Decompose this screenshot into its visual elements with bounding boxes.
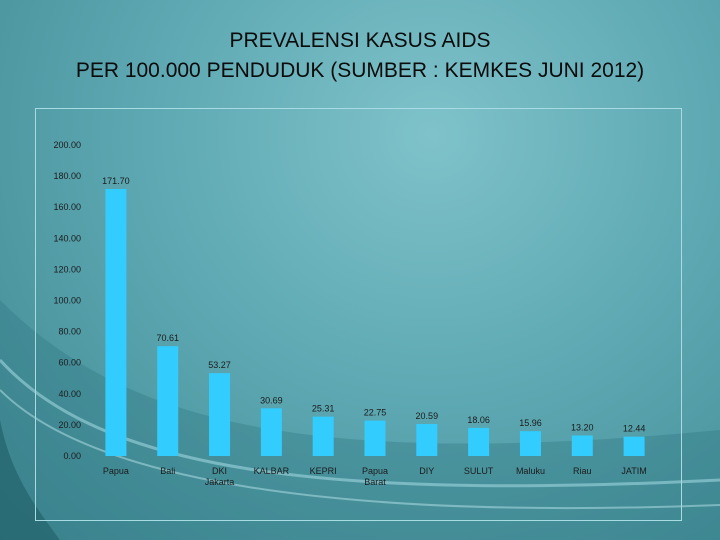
bar [209,373,231,456]
y-tick-label: 100.00 [53,296,81,306]
x-category-label: JATIM [621,466,646,476]
x-category-label: Riau [573,466,592,476]
bar [623,436,645,456]
bar [519,431,541,456]
x-category-label: KALBAR [254,466,290,476]
y-tick-label: 20.00 [58,420,81,430]
bar [260,408,282,456]
y-tick-label: 0.00 [63,451,81,461]
bar [312,416,334,456]
bar [416,423,438,456]
bar-value-label: 22.75 [364,408,387,418]
bar-value-label: 12.44 [623,424,646,434]
x-category-label: Jakarta [205,477,235,487]
y-tick-label: 60.00 [58,358,81,368]
x-category-label: Papua [362,466,388,476]
x-category-label: SULUT [464,466,494,476]
bar-value-label: 70.61 [156,333,179,343]
x-category-label: Papua [103,466,129,476]
x-category-label: DIY [419,466,434,476]
bar [468,427,490,456]
bar-value-label: 53.27 [208,360,231,370]
bar-value-label: 30.69 [260,395,283,405]
x-category-label: Maluku [516,466,545,476]
bar [364,420,386,456]
bar [571,435,593,456]
bar-value-label: 25.31 [312,404,335,414]
title-line-2: PER 100.000 PENDUDUK (SUMBER : KEMKES JU… [75,59,645,82]
x-category-label: Bali [160,466,175,476]
y-tick-label: 40.00 [58,389,81,399]
chart-title: PREVALENSI KASUS AIDS PER 100.000 PENDUD… [0,26,720,86]
bar-value-label: 171.70 [102,176,130,186]
bar [105,189,127,456]
bar-value-label: 20.59 [416,411,439,421]
y-tick-label: 80.00 [58,327,81,337]
y-tick-label: 140.00 [53,233,81,243]
chart-frame [35,108,682,521]
bar-value-label: 15.96 [519,418,542,428]
title-line-1: PREVALENSI KASUS AIDS [229,29,491,52]
bar-value-label: 13.20 [571,422,594,432]
y-tick-label: 120.00 [53,264,81,274]
y-tick-label: 180.00 [53,171,81,181]
y-tick-label: 160.00 [53,202,81,212]
x-category-label: KEPRI [310,466,337,476]
bar [157,346,179,456]
y-tick-label: 200.00 [53,140,81,150]
x-category-label: Barat [364,477,386,487]
bar-value-label: 18.06 [467,415,490,425]
x-category-label: DKI [212,466,227,476]
